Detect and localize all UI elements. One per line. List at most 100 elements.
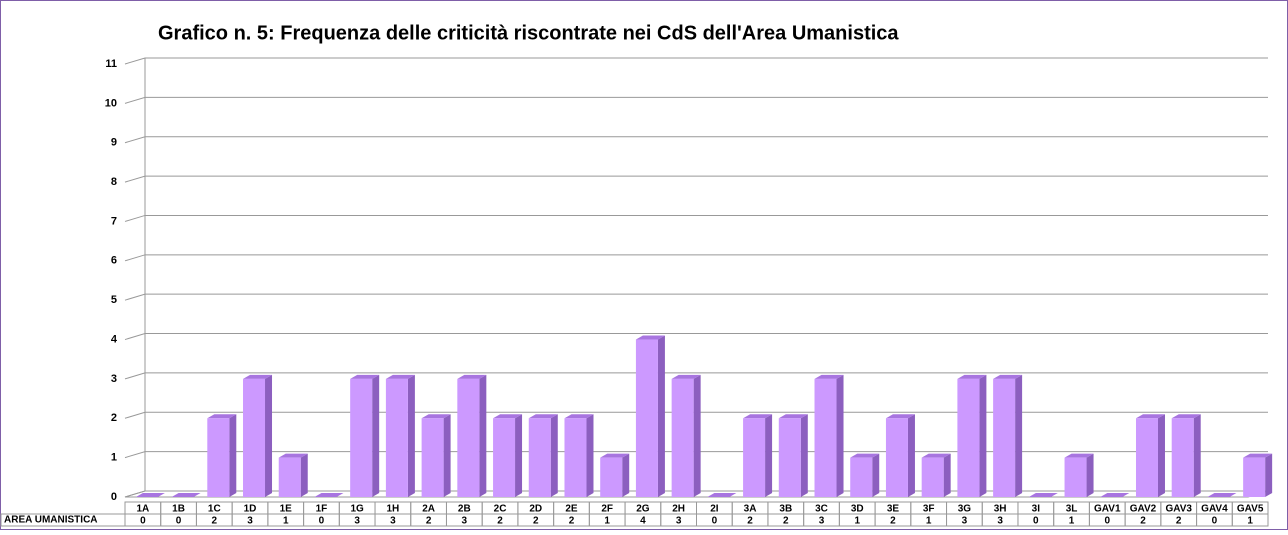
bar [243, 378, 266, 497]
value-cell: 3 [462, 516, 468, 527]
bar-top [600, 453, 630, 458]
bar-side [407, 374, 415, 497]
value-cell: 0 [1033, 516, 1039, 527]
value-cell: 4 [640, 516, 646, 527]
bar-top [243, 374, 273, 379]
bar-side [1086, 453, 1094, 497]
grid-line [124, 293, 1268, 301]
x-tick-label: 2F [601, 504, 613, 515]
bar-top [957, 374, 987, 379]
bar-top [778, 414, 808, 419]
x-tick-label: 1F [316, 504, 328, 515]
bar-top [350, 374, 380, 379]
bar [1243, 457, 1266, 497]
value-cell: 2 [426, 516, 432, 527]
bar-side [836, 374, 844, 497]
bar-top [171, 493, 201, 497]
x-tick-label: 2A [422, 504, 435, 515]
bar-top [921, 453, 951, 458]
y-tick-label: 7 [111, 215, 117, 227]
x-tick-label: GAV4 [1201, 504, 1228, 515]
x-tick-label: 2B [458, 504, 471, 515]
x-tick-label: 1G [351, 504, 365, 515]
value-cell: 3 [997, 516, 1003, 527]
bar-top [1135, 414, 1165, 419]
bar-top [1243, 453, 1273, 458]
y-tick-label: 11 [105, 58, 117, 70]
grid-line [124, 333, 1268, 341]
bar-side [479, 374, 487, 497]
bar-side [515, 414, 523, 497]
bar-top [993, 374, 1023, 379]
value-cell: 2 [890, 516, 896, 527]
bar [1064, 457, 1087, 497]
bar-side [872, 453, 880, 497]
x-tick-label: 3L [1066, 504, 1078, 515]
x-tick-label: 3B [779, 504, 792, 515]
bar-top [1100, 493, 1130, 497]
grid-line [124, 136, 1268, 144]
value-cell: 1 [854, 516, 860, 527]
bar [957, 378, 980, 497]
x-tick-label: GAV1 [1094, 504, 1121, 515]
bar-top [457, 374, 487, 379]
bar [1135, 418, 1158, 497]
y-tick-label: 8 [111, 176, 117, 188]
y-tick-label: 4 [111, 333, 118, 345]
value-cell: 3 [819, 516, 825, 527]
x-tick-label: 2I [710, 504, 719, 515]
bar-side [943, 453, 951, 497]
x-tick-label: 3H [994, 504, 1007, 515]
bar-side [300, 453, 308, 497]
value-cell: 2 [533, 516, 539, 527]
grid-line [124, 214, 1268, 222]
value-cell: 3 [390, 516, 396, 527]
bar-top [1207, 493, 1237, 497]
x-tick-label: GAV2 [1130, 504, 1157, 515]
bar-top [885, 414, 915, 419]
bar [885, 418, 908, 497]
bar-side [1265, 453, 1273, 497]
value-cell: 0 [1212, 516, 1218, 527]
value-cell: 0 [176, 516, 182, 527]
x-tick-label: GAV3 [1165, 504, 1192, 515]
bar-side [229, 414, 237, 497]
bar [1171, 418, 1194, 497]
value-cell: 0 [712, 516, 718, 527]
bar-top [743, 414, 773, 419]
bar-side [1015, 374, 1023, 497]
y-tick-label: 10 [105, 97, 117, 109]
x-tick-label: 3D [851, 504, 864, 515]
value-cell: 1 [926, 516, 932, 527]
bar [421, 418, 444, 497]
grid-line [124, 57, 1268, 65]
value-cell: 3 [962, 516, 968, 527]
value-cell: 3 [676, 516, 682, 527]
y-tick-label: 2 [111, 412, 117, 424]
x-tick-label: 1E [280, 504, 293, 515]
x-tick-label: 1C [208, 504, 221, 515]
x-tick-label: 2D [529, 504, 542, 515]
bar-side [622, 453, 630, 497]
x-tick-label: 1H [386, 504, 399, 515]
grid-line [124, 175, 1268, 183]
value-cell: 1 [1069, 516, 1075, 527]
value-cell: 2 [212, 516, 218, 527]
bar-top [385, 374, 415, 379]
legend-label: AREA UMANISTICA [4, 515, 98, 526]
bar-side [586, 414, 594, 497]
bar [850, 457, 873, 497]
value-cell: 3 [247, 516, 253, 527]
x-tick-label: GAV5 [1237, 504, 1264, 515]
x-tick-label: 3E [887, 504, 900, 515]
value-cell: 2 [1140, 516, 1146, 527]
x-tick-label: 1A [136, 504, 149, 515]
bar-side [907, 414, 915, 497]
bar [350, 378, 373, 497]
bar-top [1028, 493, 1058, 497]
bar [278, 457, 301, 497]
bar [207, 418, 230, 497]
bar [385, 378, 408, 497]
bar-top [814, 374, 844, 379]
